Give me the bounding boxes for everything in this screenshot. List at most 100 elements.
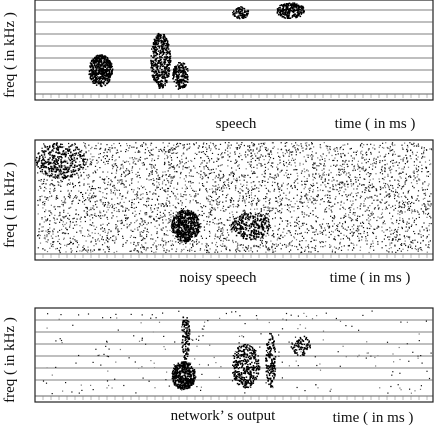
noise-dot [204,173,206,175]
noise-dot [279,238,281,240]
noise-dot [335,184,337,186]
noise-dot [80,157,82,159]
noise-dot [424,205,426,207]
noise-dot [385,245,387,247]
noise-dot [237,244,239,246]
noise-dot [116,197,119,199]
energy-dot [183,77,186,79]
energy-dot [164,80,167,83]
noise-dot [49,214,51,217]
noise-dot [154,164,156,166]
noise-dot [90,240,93,242]
noise-dot [228,156,230,158]
noise-dot [286,169,288,171]
noise-dot [400,210,402,212]
noise-dot [329,190,331,193]
energy-dot [182,74,184,76]
noise-dot [389,195,391,197]
energy-dot [164,74,166,76]
noise-dot [135,163,137,165]
energy-dot [183,86,186,88]
noise-dot [373,228,375,230]
noise-dot [134,194,136,196]
noise-dot [137,250,139,252]
noise-dot [296,246,298,248]
noise-dot [349,211,351,213]
noise-dot [172,212,174,214]
energy-dot [233,13,235,15]
energy-dot [163,51,166,54]
noise-dot [39,200,41,202]
energy-dot [105,62,107,64]
noise-dot [359,225,361,227]
energy-dot [238,17,240,19]
energy-dot [181,70,183,72]
energy-dot [98,59,101,62]
energy-dot [156,53,159,55]
noise-dot [285,194,287,196]
noise-dot [347,249,349,251]
energy-dot [242,12,244,14]
energy-dot [105,70,108,72]
noise-dot [199,227,201,229]
noise-dot [52,176,54,178]
noise-dot [332,188,334,191]
noise-dot [299,152,301,154]
noise-dot [403,157,405,159]
energy-dot [91,59,93,62]
noise-dot [395,170,397,172]
energy-dot [99,85,102,87]
noise-dot [341,168,343,170]
energy-dot [277,8,279,10]
noise-dot [351,204,353,206]
noise-dot [52,246,54,248]
noise-dot [127,174,129,176]
noise-dot [167,145,169,147]
noise-dot [242,210,244,212]
noise-dot [115,165,118,167]
noise-dot [79,225,81,227]
noise-dot [113,207,115,210]
noise-dot [43,190,45,192]
noise-dot [291,157,294,159]
noise-dot [395,161,398,163]
noise-dot [408,227,410,229]
noise-dot [390,176,393,178]
energy-dot [288,17,290,19]
noise-dot [164,158,166,160]
noise-dot [90,197,93,199]
noise-dot [389,236,391,238]
energy-dot [235,10,238,12]
noise-dot [322,189,324,192]
noise-dot [402,171,404,173]
noise-dot [120,179,122,181]
noise-dot [362,222,365,224]
noise-dot [398,202,400,204]
noise-dot [116,166,119,168]
noise-dot [377,156,379,158]
noise-dot [371,214,373,216]
noise-dot [40,230,42,232]
noise-dot [268,155,270,157]
energy-dot [108,68,110,71]
noise-dot [431,149,433,151]
noise-dot [146,147,149,149]
noise-dot [354,214,356,216]
noise-dot [260,210,262,213]
energy-dot [280,14,282,16]
energy-dot [289,17,292,19]
noise-dot [324,208,327,210]
noise-dot [119,220,121,222]
noise-dot [177,241,179,243]
noise-dot [421,153,423,155]
energy-dot [282,13,284,16]
noise-dot [104,148,107,150]
noise-dot [111,172,113,174]
noise-dot [166,230,168,232]
noise-dot [61,228,63,231]
noise-dot [142,220,144,222]
noise-dot [331,230,333,232]
noise-dot [389,170,392,172]
energy-dot [154,65,157,67]
noise-dot [429,195,431,197]
